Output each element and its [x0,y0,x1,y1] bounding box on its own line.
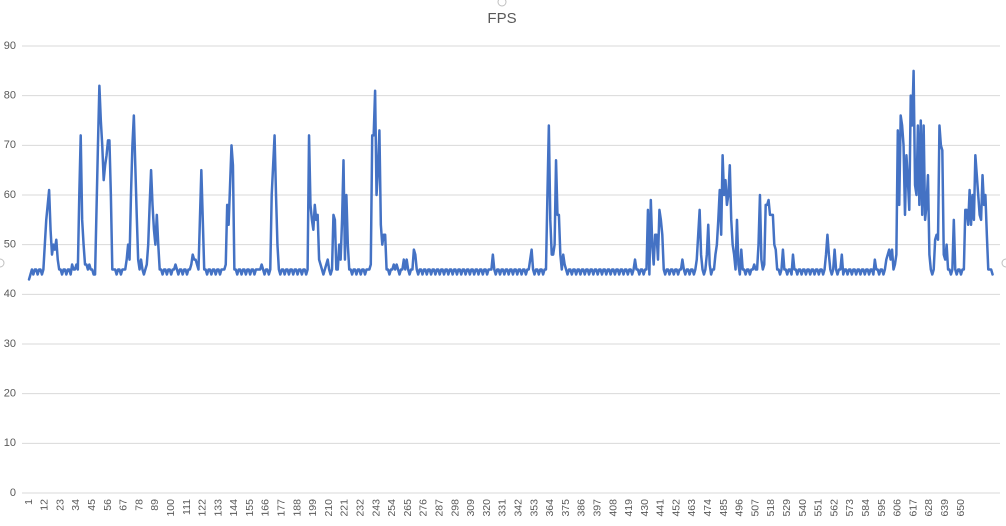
x-tick-label: 529 [781,499,793,517]
x-tick-label: 342 [512,499,524,517]
x-tick-label: 507 [749,499,761,517]
x-tick-label: 496 [734,499,746,517]
x-tick-label: 331 [497,499,509,517]
x-tick-label: 562 [828,499,840,517]
y-tick-label: 60 [4,189,16,201]
x-tick-label: 34 [70,499,82,511]
x-tick-label: 430 [639,499,651,517]
x-tick-label: 441 [655,499,667,517]
x-tick-label: 221 [339,499,351,517]
x-tick-label: 254 [386,499,398,517]
x-tick-label: 45 [86,499,98,511]
x-tick-label: 56 [102,499,114,511]
x-tick-label: 463 [686,499,698,517]
x-tick-label: 474 [702,499,714,517]
y-tick-label: 30 [4,338,16,350]
x-tick-label: 133 [212,499,224,517]
x-tick-label: 1 [23,499,35,505]
x-tick-label: 573 [844,499,856,517]
x-tick-label: 309 [465,499,477,517]
x-tick-label: 353 [528,499,540,517]
series-line [27,69,994,281]
y-tick-label: 80 [4,90,16,102]
y-tick-label: 40 [4,288,16,300]
y-tick-label: 70 [4,139,16,151]
x-tick-label: 375 [560,499,572,517]
x-tick-label: 606 [892,499,904,517]
y-tick-label: 10 [4,437,16,449]
y-tick-label: 50 [4,239,16,251]
x-tick-label: 89 [149,499,161,511]
x-tick-label: 67 [118,499,130,511]
y-tick-label: 20 [4,388,16,400]
x-tick-label: 397 [591,499,603,517]
x-tick-label: 419 [623,499,635,517]
x-tick-label: 595 [876,499,888,517]
x-tick-label: 298 [449,499,461,517]
x-tick-label: 485 [718,499,730,517]
selection-handle [0,258,5,268]
x-tick-label: 639 [939,499,951,517]
x-tick-label: 177 [276,499,288,517]
selection-handle [497,0,507,7]
x-tick-label: 78 [133,499,145,511]
y-tick-label: 90 [4,40,16,52]
x-tick-label: 111 [181,499,193,515]
x-tick-label: 265 [402,499,414,517]
x-tick-label: 210 [323,499,335,517]
x-tick-label: 551 [813,499,825,517]
x-tick-label: 243 [370,499,382,517]
x-tick-label: 386 [576,499,588,517]
x-tick-label: 166 [260,499,272,517]
x-tick-label: 320 [481,499,493,517]
x-tick-label: 287 [433,499,445,517]
x-tick-label: 188 [291,499,303,517]
x-tick-label: 518 [765,499,777,517]
y-tick-label: 0 [10,487,16,499]
x-tick-label: 276 [418,499,430,517]
x-tick-label: 540 [797,499,809,517]
x-tick-label: 617 [907,499,919,517]
x-tick-label: 12 [39,499,51,511]
selection-handle [1001,258,1006,268]
x-tick-label: 650 [955,499,967,517]
x-tick-label: 100 [165,499,177,517]
x-tick-label: 23 [54,499,66,511]
x-tick-label: 199 [307,499,319,517]
x-tick-label: 155 [244,499,256,517]
chart-title: FPS [487,10,516,27]
x-tick-label: 628 [923,499,935,517]
x-tick-label: 452 [670,499,682,517]
x-tick-label: 364 [544,499,556,517]
x-tick-label: 408 [607,499,619,517]
x-tick-label: 584 [860,499,872,517]
x-tick-label: 144 [228,499,240,517]
x-tick-label: 232 [355,499,367,517]
x-tick-label: 122 [197,499,209,517]
